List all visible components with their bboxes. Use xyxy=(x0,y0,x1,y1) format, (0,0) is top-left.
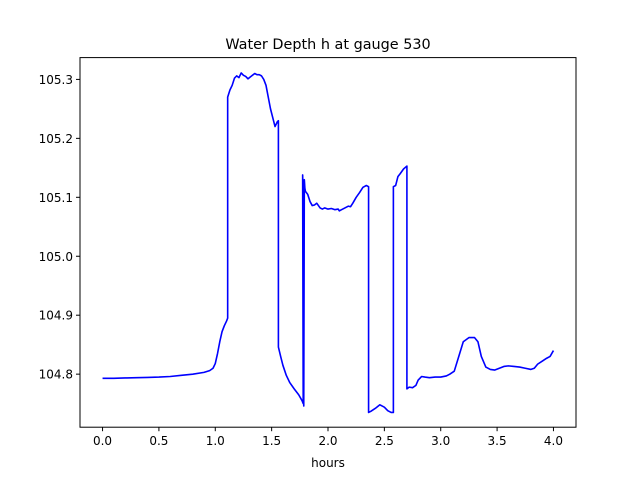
y-tick-label: 105.1 xyxy=(39,191,73,205)
y-tick-label: 105.2 xyxy=(39,132,73,146)
x-tick-label: 1.0 xyxy=(206,434,225,448)
y-tick-label: 105.3 xyxy=(39,73,73,87)
y-tick-label: 104.9 xyxy=(39,309,73,323)
x-tick-label: 2.5 xyxy=(375,434,394,448)
y-tick-label: 105.0 xyxy=(39,250,73,264)
x-tick-label: 3.0 xyxy=(431,434,450,448)
y-axis: 104.8 104.9 105.0 105.1 105.2 105.3 xyxy=(39,73,80,382)
series-line xyxy=(102,72,555,414)
x-tick-label: 1.5 xyxy=(262,434,281,448)
x-tick-label: 4.0 xyxy=(544,434,563,448)
x-tick-label: 3.5 xyxy=(488,434,507,448)
x-axis: 0.0 0.5 1.0 1.5 2.0 2.5 3.0 3.5 4.0 xyxy=(93,427,563,448)
x-axis-label: hours xyxy=(311,456,345,470)
x-tick-label: 2.0 xyxy=(318,434,337,448)
chart-title: Water Depth h at gauge 530 xyxy=(225,37,430,53)
y-tick-label: 104.8 xyxy=(39,368,73,382)
x-tick-label: 0.5 xyxy=(149,434,168,448)
x-tick-label: 0.0 xyxy=(93,434,112,448)
